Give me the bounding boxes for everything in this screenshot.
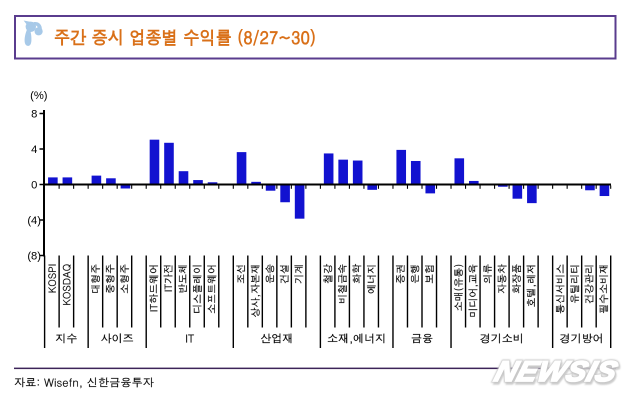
svg-text:NEWSIS: NEWSIS (492, 358, 622, 390)
svg-text:(%): (%) (30, 90, 48, 102)
svg-text:(4): (4) (27, 215, 41, 227)
svg-text:0: 0 (31, 180, 37, 192)
svg-text:8: 8 (31, 109, 37, 121)
svg-text:(8): (8) (27, 251, 41, 263)
svg-text:NEWSIS: NEWSIS (491, 356, 621, 388)
svg-text:4: 4 (31, 144, 37, 156)
svg-text:NEWSIS: NEWSIS (491, 356, 621, 388)
